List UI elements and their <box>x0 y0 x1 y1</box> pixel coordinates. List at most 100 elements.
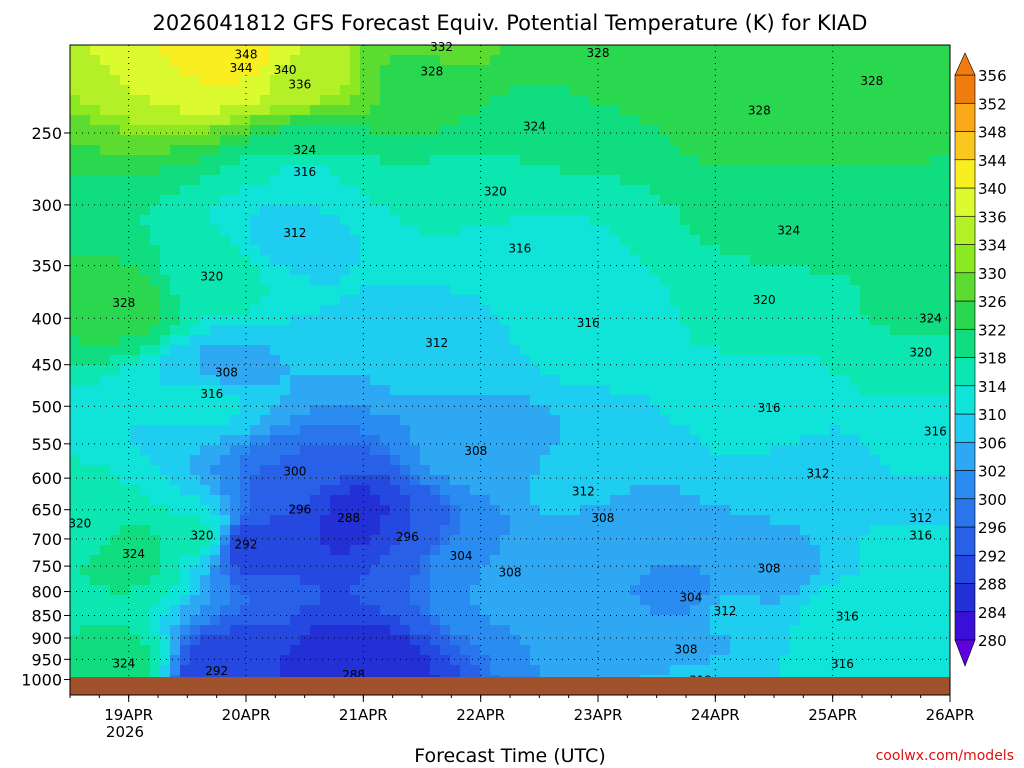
field-cell <box>720 255 730 265</box>
field-cell <box>490 335 500 345</box>
field-cell <box>120 465 130 475</box>
field-cell <box>240 435 250 445</box>
field-cell <box>510 255 520 265</box>
field-cell <box>630 265 640 275</box>
field-cell <box>220 455 230 465</box>
field-cell <box>820 205 830 215</box>
field-cell <box>250 95 260 105</box>
field-cell <box>160 115 170 125</box>
field-cell <box>420 475 430 485</box>
field-cell <box>630 305 640 315</box>
field-cell <box>120 565 130 575</box>
field-cell <box>490 535 500 545</box>
field-cell <box>400 625 410 635</box>
field-cell <box>700 405 710 415</box>
field-cell <box>560 465 570 475</box>
field-cell <box>260 205 270 215</box>
field-cell <box>690 185 700 195</box>
field-cell <box>120 245 130 255</box>
field-cell <box>480 65 490 75</box>
field-cell <box>110 475 120 485</box>
field-cell <box>450 145 460 155</box>
field-cell <box>220 115 230 125</box>
field-cell <box>480 535 490 545</box>
field-cell <box>450 355 460 365</box>
field-cell <box>700 505 710 515</box>
field-cell <box>490 325 500 335</box>
field-cell <box>130 405 140 415</box>
field-cell <box>590 145 600 155</box>
field-cell <box>100 455 110 465</box>
field-cell <box>440 225 450 235</box>
field-cell <box>150 75 160 85</box>
field-cell <box>300 625 310 635</box>
field-cell <box>620 155 630 165</box>
field-cell <box>750 255 760 265</box>
field-cell <box>270 435 280 445</box>
field-cell <box>720 65 730 75</box>
field-cell <box>560 395 570 405</box>
field-cell <box>690 635 700 645</box>
field-cell <box>810 465 820 475</box>
field-cell <box>270 245 280 255</box>
field-cell <box>480 475 490 485</box>
field-cell <box>100 475 110 485</box>
field-cell <box>480 375 490 385</box>
field-cell <box>760 545 770 555</box>
field-cell <box>120 45 130 55</box>
field-cell <box>240 65 250 75</box>
field-cell <box>170 545 180 555</box>
field-cell <box>590 545 600 555</box>
field-cell <box>130 145 140 155</box>
field-cell <box>730 465 740 475</box>
field-cell <box>240 665 250 675</box>
field-cell <box>480 45 490 55</box>
field-cell <box>200 65 210 75</box>
field-cell <box>400 455 410 465</box>
field-cell <box>80 135 90 145</box>
field-cell <box>180 645 190 655</box>
field-cell <box>370 335 380 345</box>
field-cell <box>70 215 80 225</box>
field-cell <box>770 485 780 495</box>
field-cell <box>350 365 360 375</box>
field-cell <box>560 405 570 415</box>
field-cell <box>180 335 190 345</box>
field-cell <box>800 385 810 395</box>
field-cell <box>700 515 710 525</box>
field-cell <box>570 45 580 55</box>
field-cell <box>340 655 350 665</box>
field-cell <box>750 265 760 275</box>
field-cell <box>290 235 300 245</box>
field-cell <box>320 185 330 195</box>
field-cell <box>220 145 230 155</box>
field-cell <box>650 335 660 345</box>
field-cell <box>260 495 270 505</box>
field-cell <box>240 195 250 205</box>
field-cell <box>830 435 840 445</box>
field-cell <box>350 525 360 535</box>
field-cell <box>480 515 490 525</box>
field-cell <box>680 665 690 675</box>
field-cell <box>430 655 440 665</box>
field-cell <box>150 165 160 175</box>
field-cell <box>150 405 160 415</box>
field-cell <box>600 145 610 155</box>
field-cell <box>760 245 770 255</box>
field-cell <box>530 515 540 525</box>
field-cell <box>590 385 600 395</box>
field-cell <box>110 375 120 385</box>
field-cell <box>160 395 170 405</box>
field-cell <box>200 385 210 395</box>
field-cell <box>640 465 650 475</box>
field-cell <box>610 145 620 155</box>
field-cell <box>790 605 800 615</box>
field-cell <box>610 195 620 205</box>
field-cell <box>440 405 450 415</box>
field-cell <box>690 315 700 325</box>
field-cell <box>740 645 750 655</box>
field-cell <box>640 105 650 115</box>
field-cell <box>290 405 300 415</box>
field-cell <box>210 275 220 285</box>
field-cell <box>390 645 400 655</box>
